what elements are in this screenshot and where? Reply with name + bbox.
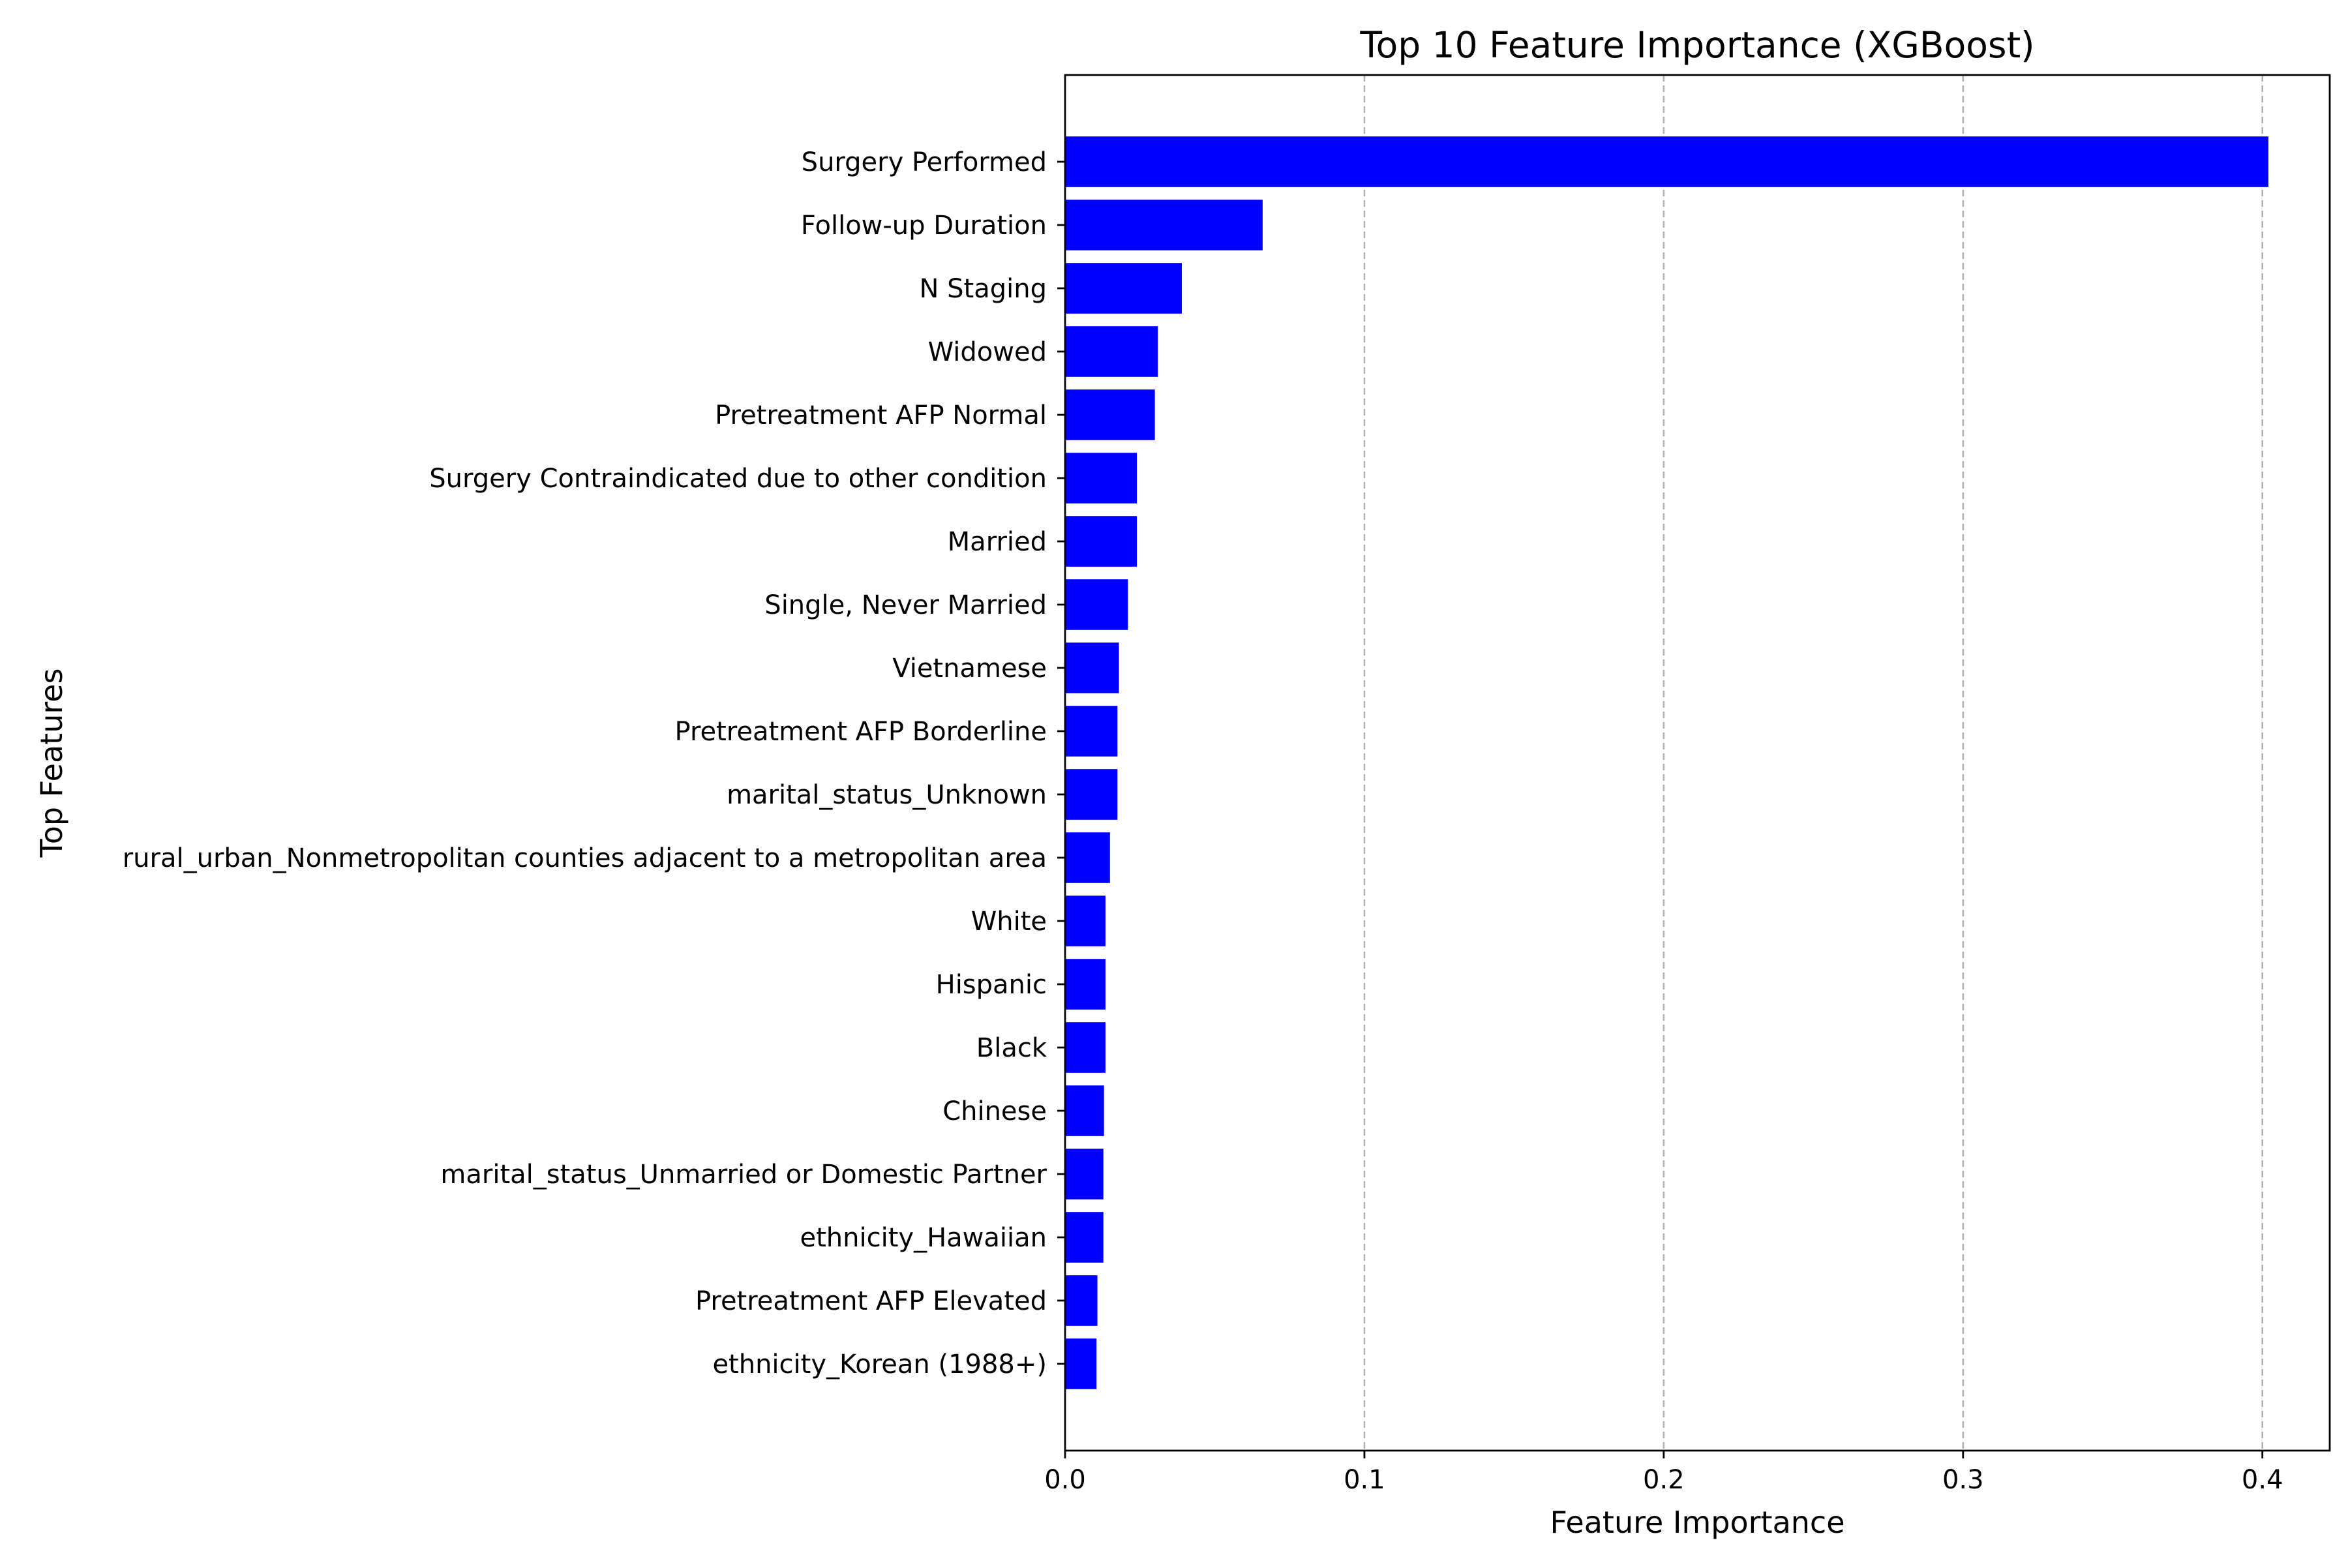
bar: [1065, 706, 1118, 757]
y-tick-label: Black: [976, 1033, 1047, 1063]
bar: [1065, 896, 1106, 946]
x-axis-label: Feature Importance: [1550, 1505, 1844, 1540]
x-tick-label: 0.3: [1942, 1465, 1984, 1495]
y-tick-label: rural_urban_Nonmetropolitan counties adj…: [123, 843, 1047, 873]
bar: [1065, 769, 1118, 820]
bar: [1065, 136, 2268, 187]
y-tick-label: Chinese: [942, 1096, 1047, 1126]
bar: [1065, 1275, 1098, 1326]
y-tick-label: Follow-up Duration: [801, 211, 1047, 241]
bar: [1065, 832, 1110, 883]
y-tick-label: Hispanic: [936, 970, 1047, 1000]
x-tick-label: 0.2: [1643, 1465, 1685, 1495]
bar: [1065, 326, 1158, 377]
bar: [1065, 263, 1182, 314]
y-tick-label: Widowed: [928, 337, 1047, 367]
y-tick-label: White: [971, 907, 1047, 937]
x-tick-label: 0.1: [1344, 1465, 1385, 1495]
plot-frame: [1064, 74, 2331, 1452]
y-tick-label: Pretreatment AFP Elevated: [695, 1286, 1047, 1316]
bar: [1065, 579, 1128, 630]
chart-title: Top 10 Feature Importance (XGBoost): [1359, 24, 2034, 66]
y-tick-label: Pretreatment AFP Normal: [715, 400, 1047, 430]
bar: [1065, 1149, 1104, 1199]
bar: [1065, 516, 1137, 567]
y-tick-label: Pretreatment AFP Borderline: [675, 717, 1047, 747]
y-tick-label: ethnicity_Korean (1988+): [712, 1349, 1047, 1380]
y-tick-label: Surgery Contraindicated due to other con…: [429, 464, 1047, 494]
bar: [1065, 1085, 1104, 1136]
bar-layer: [1065, 136, 2268, 1389]
y-tick-label: Vietnamese: [892, 654, 1047, 684]
y-tick-label: marital_status_Unknown: [727, 780, 1047, 810]
y-tick-label: marital_status_Unmarried or Domestic Par…: [440, 1160, 1047, 1190]
y-tick-label: Married: [948, 527, 1047, 557]
bar: [1065, 1212, 1104, 1263]
bar: [1065, 959, 1106, 1010]
y-tick-label: ethnicity_Hawaiian: [800, 1223, 1047, 1253]
y-tick-label: Surgery Performed: [802, 147, 1047, 177]
bar: [1065, 642, 1119, 693]
y-tick-label: N Staging: [920, 274, 1047, 304]
bar: [1065, 200, 1263, 250]
y-axis-label: Top Features: [34, 668, 69, 858]
bar: [1065, 453, 1137, 504]
tick-layer: 0.0 0.1 0.2 0.3 0.4 Surgery Performed Follow-u…: [123, 147, 2283, 1495]
bar: [1065, 1022, 1106, 1073]
x-tick-label: 0.4: [2242, 1465, 2283, 1495]
y-tick-label: Single, Never Married: [764, 590, 1047, 620]
bar: [1065, 389, 1155, 440]
x-tick-label: 0.0: [1044, 1465, 1086, 1495]
bar: [1065, 1338, 1097, 1389]
